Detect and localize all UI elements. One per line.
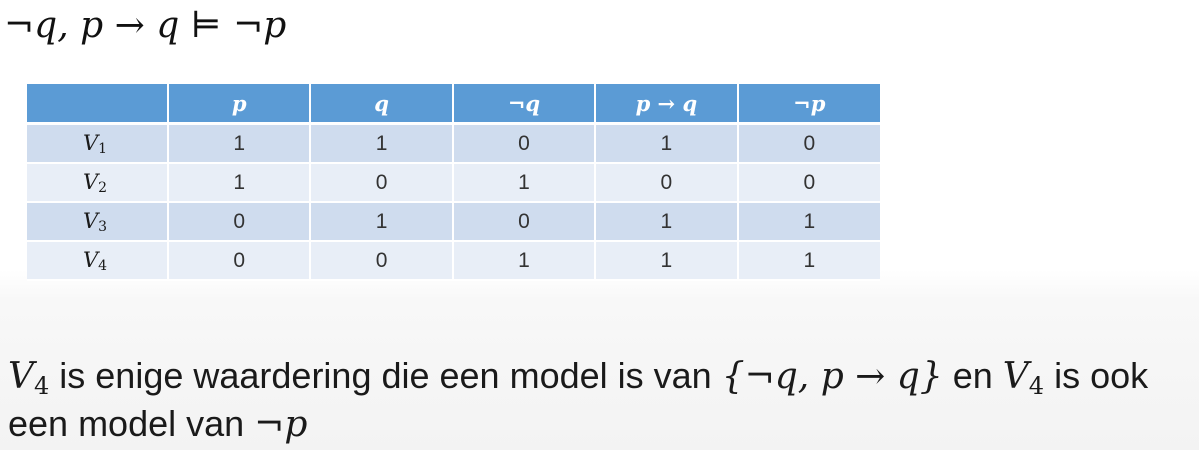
- valuation-letter: V: [83, 169, 99, 194]
- table-cell: 1: [737, 202, 880, 242]
- valuation-letter: V: [1002, 356, 1029, 397]
- table-cell: 0: [168, 241, 312, 281]
- header-cell-not-q: ¬q: [452, 84, 597, 125]
- conclusion-part-1: is enige waardering die een model is van: [49, 355, 722, 396]
- valuation-index: 4: [98, 257, 108, 274]
- header-cell-q: q: [310, 84, 454, 125]
- row-label: V4: [27, 241, 169, 281]
- table-cell: 1: [168, 123, 312, 164]
- table-cell: 1: [168, 163, 312, 203]
- table-cell: 1: [737, 241, 880, 281]
- valuation-index: 2: [98, 179, 108, 196]
- table-cell: 0: [595, 163, 739, 203]
- row-label: V3: [27, 202, 169, 242]
- table-cell: 0: [310, 163, 454, 203]
- formula-heading: ¬q, p → q ⊨ ¬p: [4, 5, 287, 46]
- valuation-index: 1: [98, 140, 108, 157]
- table-cell: 1: [310, 202, 454, 242]
- table-cell: 1: [595, 123, 739, 164]
- conclusion-text: V4 is enige waardering die een model is …: [8, 357, 1193, 444]
- table-cell: 0: [452, 202, 597, 242]
- table-row: V1 1 1 0 1 0: [27, 123, 880, 164]
- premise-set-formula: {¬q, p → q}: [721, 356, 943, 397]
- valuation-symbol: V4: [8, 356, 50, 401]
- row-label: V1: [27, 123, 169, 164]
- table-cell: 0: [452, 123, 597, 164]
- table-cell: 1: [452, 163, 597, 203]
- table-cell: 1: [595, 202, 739, 242]
- table-header-row: p q ¬q p → q ¬p: [27, 84, 880, 125]
- header-cell-p: p: [168, 84, 312, 125]
- conclusion-part-3: is ook een model van: [8, 355, 1149, 444]
- table-cell: 1: [310, 123, 454, 164]
- truth-table: p q ¬q p → q ¬p V1 1 1 0 1 0 V2 1 0 1 0 …: [27, 84, 880, 281]
- table-cell: 1: [452, 241, 597, 281]
- valuation-letter: V: [83, 247, 99, 272]
- valuation-letter: V: [83, 130, 99, 155]
- header-cell-p-implies-q: p → q: [595, 84, 739, 125]
- table-cell: 1: [595, 241, 739, 281]
- valuation-index: 4: [34, 372, 50, 400]
- conclusion-formula: ¬p: [254, 404, 308, 445]
- table-cell: 0: [168, 202, 312, 242]
- table-row: V4 0 0 1 1 1: [27, 241, 880, 281]
- valuation-letter: V: [83, 208, 99, 233]
- valuation-index: 4: [1028, 372, 1045, 400]
- table-cell: 0: [310, 241, 454, 281]
- table-cell: 0: [737, 163, 880, 203]
- row-label: V2: [27, 163, 169, 203]
- header-cell-empty: [27, 84, 169, 125]
- table-row: V3 0 1 0 1 1: [27, 202, 880, 242]
- valuation-symbol: V4: [1002, 356, 1045, 401]
- table-row: V2 1 0 1 0 0: [27, 163, 880, 203]
- header-cell-not-p: ¬p: [737, 84, 880, 125]
- valuation-index: 3: [98, 218, 108, 235]
- valuation-letter: V: [8, 356, 34, 397]
- conclusion-part-2: en: [942, 355, 1003, 396]
- table-cell: 0: [737, 123, 880, 164]
